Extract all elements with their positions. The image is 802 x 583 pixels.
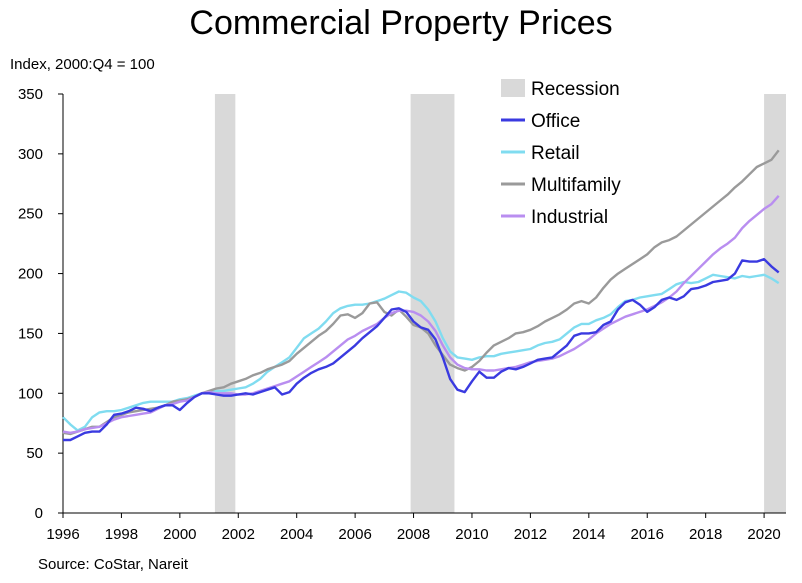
x-tick-label: 2006 bbox=[338, 526, 371, 543]
legend-swatch-recession bbox=[501, 79, 525, 97]
x-tick-label: 2002 bbox=[222, 526, 255, 543]
x-tick-label: 2014 bbox=[572, 526, 605, 543]
x-tick-label: 2020 bbox=[747, 526, 780, 543]
y-tick-label: 200 bbox=[18, 266, 43, 283]
recession-bands bbox=[214, 94, 786, 513]
legend-label-retail: Retail bbox=[531, 143, 580, 164]
y-tick-label: 350 bbox=[18, 86, 43, 103]
x-tick-label: 1996 bbox=[46, 526, 79, 543]
series-line-office bbox=[63, 258, 780, 442]
y-tick-label: 100 bbox=[18, 385, 43, 402]
axes: 0 50 100 150 200 250 300 350 1996 1998 2000 2002 200… bbox=[18, 86, 786, 543]
recession-band-2 bbox=[764, 94, 786, 513]
x-tick-label: 2012 bbox=[514, 526, 547, 543]
x-tick-label: 2008 bbox=[397, 526, 430, 543]
source-note: Source: CoStar, Nareit bbox=[38, 556, 189, 573]
x-tick-label: 2010 bbox=[455, 526, 488, 543]
x-tick-label: 2018 bbox=[689, 526, 722, 543]
x-tick-label: 2016 bbox=[631, 526, 664, 543]
recession-band-0 bbox=[214, 94, 236, 513]
legend-label-multifamily: Multifamily bbox=[531, 175, 621, 196]
y-tick-label: 150 bbox=[18, 325, 43, 342]
chart-title: Commercial Property Prices bbox=[189, 4, 613, 42]
legend-label-industrial: Industrial bbox=[531, 207, 608, 228]
y-tick-label: 50 bbox=[26, 445, 43, 462]
y-tick-label: 0 bbox=[35, 505, 43, 522]
x-tick-label: 1998 bbox=[105, 526, 138, 543]
legend-label-recession: Recession bbox=[531, 79, 620, 100]
legend: Recession Office Retail Multifamily Industri… bbox=[501, 79, 621, 228]
x-tick-label: 2004 bbox=[280, 526, 313, 543]
series-lines bbox=[62, 149, 780, 442]
y-tick-label: 250 bbox=[18, 206, 43, 223]
recession-band-1 bbox=[410, 94, 455, 513]
y-tick-label: 300 bbox=[18, 146, 43, 163]
x-tick-label: 2000 bbox=[163, 526, 196, 543]
y-axis-units-label: Index, 2000:Q4 = 100 bbox=[10, 56, 155, 73]
legend-label-office: Office bbox=[531, 111, 580, 132]
